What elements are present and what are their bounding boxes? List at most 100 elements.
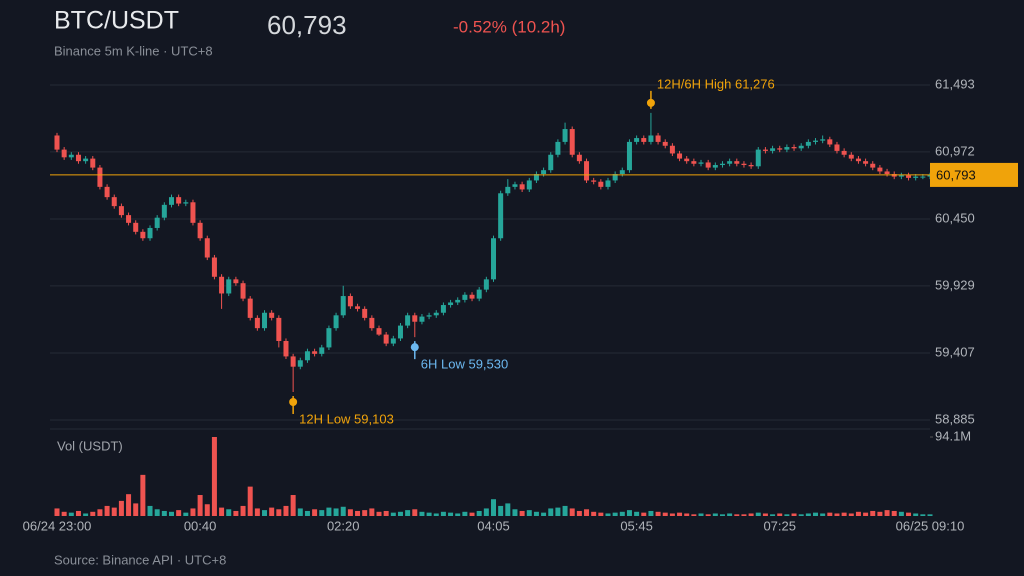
candle-body bbox=[455, 299, 461, 303]
y-tick-label: 61,493 bbox=[935, 76, 975, 91]
volume-bar bbox=[412, 509, 418, 516]
candle-body bbox=[355, 306, 361, 309]
footer: Source: Binance API · UTC+8 bbox=[54, 552, 226, 567]
volume-bar bbox=[734, 514, 740, 516]
candle-body bbox=[813, 140, 819, 142]
volume-bar bbox=[276, 509, 282, 516]
volume-bar bbox=[827, 512, 833, 516]
candle-body bbox=[655, 135, 661, 142]
volume-bar bbox=[290, 495, 296, 516]
candle-body bbox=[634, 138, 640, 142]
volume-bar bbox=[219, 507, 225, 516]
volume-bar bbox=[104, 505, 110, 516]
volume-bar bbox=[133, 503, 139, 516]
candle-body bbox=[83, 158, 89, 162]
candle-body bbox=[262, 312, 268, 329]
volume-bar bbox=[75, 510, 81, 516]
volume-bar bbox=[526, 510, 532, 516]
price: 60,793 bbox=[267, 10, 347, 40]
volume-bar bbox=[405, 510, 411, 516]
candle-body bbox=[562, 129, 568, 142]
volume-bar bbox=[533, 511, 539, 516]
y-tick-label: 60,450 bbox=[935, 210, 975, 225]
annotation-marker bbox=[289, 397, 298, 406]
candle-body bbox=[576, 154, 582, 162]
volume-bar bbox=[820, 513, 826, 516]
volume-bar bbox=[569, 508, 575, 516]
volume-bar bbox=[855, 511, 861, 516]
volume-bar bbox=[770, 514, 776, 516]
volume-bar bbox=[304, 510, 310, 516]
candle-body bbox=[254, 317, 260, 329]
change: -0.52% (10.2h) bbox=[453, 17, 565, 36]
candle-body bbox=[448, 302, 454, 306]
volume-bar bbox=[254, 508, 260, 516]
candle-body bbox=[712, 165, 718, 168]
candle-body bbox=[533, 174, 539, 181]
volume-bar bbox=[898, 511, 904, 516]
volume-bar bbox=[111, 507, 117, 516]
volume-bar bbox=[648, 510, 654, 516]
volume-bar bbox=[269, 507, 275, 516]
volume-bar bbox=[605, 513, 611, 516]
volume-bar bbox=[755, 512, 761, 516]
candle-body bbox=[662, 141, 668, 146]
candle-body bbox=[798, 145, 804, 149]
candle-body bbox=[111, 197, 117, 207]
volume-bar bbox=[383, 510, 389, 516]
candle-body bbox=[684, 158, 690, 162]
candle-body bbox=[870, 163, 876, 168]
volume-bar bbox=[548, 508, 554, 516]
candle-body bbox=[584, 161, 590, 181]
candle-body bbox=[920, 176, 926, 178]
volume-bar bbox=[655, 511, 661, 516]
candle-body bbox=[498, 193, 504, 239]
candle-body bbox=[591, 180, 597, 182]
volume-bar bbox=[863, 512, 869, 516]
volume-bar bbox=[884, 510, 890, 516]
candle-body bbox=[290, 356, 296, 367]
volume-bar bbox=[97, 509, 103, 516]
annotation-label: 12H Low 59,103 bbox=[299, 411, 394, 426]
volume-bar bbox=[634, 511, 640, 516]
volume-bar bbox=[240, 505, 246, 516]
candle-body bbox=[641, 138, 647, 142]
x-tick-label: 06/24 23:00 bbox=[23, 518, 92, 533]
volume-bar bbox=[591, 511, 597, 516]
volume-bar bbox=[784, 514, 790, 516]
y-tick-label: 58,885 bbox=[935, 411, 975, 426]
volume-bar bbox=[555, 507, 561, 516]
volume-bar bbox=[762, 513, 768, 516]
annotation-label: 6H Low 59,530 bbox=[421, 357, 508, 372]
volume-bar bbox=[340, 506, 346, 516]
candle-body bbox=[884, 171, 890, 175]
candle-body bbox=[791, 147, 797, 149]
candle-body bbox=[691, 161, 697, 164]
candle-body bbox=[118, 206, 124, 216]
candle-body bbox=[548, 154, 554, 171]
candle-body bbox=[855, 158, 861, 162]
candle-body bbox=[519, 184, 525, 190]
volume-bar bbox=[283, 505, 289, 516]
candle-body bbox=[505, 186, 511, 194]
volume-bar bbox=[719, 514, 725, 516]
candle-body bbox=[126, 215, 132, 223]
candle-body bbox=[283, 341, 289, 357]
volume-bar bbox=[483, 508, 489, 516]
volume-bar bbox=[362, 510, 368, 516]
candle-body bbox=[190, 202, 196, 223]
candle-body bbox=[347, 296, 353, 307]
x-tick-label: 00:40 bbox=[184, 518, 217, 533]
volume-bar bbox=[168, 511, 174, 516]
subtitle: Binance 5m K-line · UTC+8 bbox=[54, 43, 213, 58]
candle-body bbox=[440, 305, 446, 313]
volume-bar bbox=[183, 512, 189, 516]
volume-bar bbox=[841, 512, 847, 516]
volume-bar bbox=[426, 512, 432, 516]
candle-body bbox=[619, 170, 625, 175]
candle-body bbox=[168, 197, 174, 205]
candle-body bbox=[727, 161, 733, 164]
volume-bar bbox=[684, 513, 690, 516]
x-tick-label: 05:45 bbox=[620, 518, 653, 533]
volume-bar bbox=[462, 511, 468, 516]
